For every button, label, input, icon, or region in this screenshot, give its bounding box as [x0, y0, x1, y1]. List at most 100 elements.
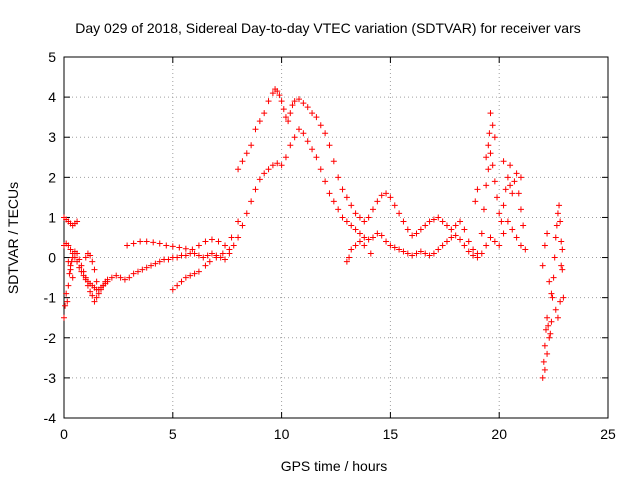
- data-point: [202, 262, 209, 269]
- data-point: [87, 252, 94, 259]
- data-point: [150, 239, 157, 246]
- data-point: [356, 230, 363, 237]
- data-point: [252, 126, 259, 133]
- data-point: [322, 178, 329, 185]
- y-tick-label: 3: [48, 129, 56, 145]
- data-point: [78, 268, 85, 275]
- data-point: [443, 238, 450, 245]
- data-point: [61, 314, 67, 321]
- data-point: [191, 250, 198, 257]
- data-point: [204, 252, 211, 259]
- data-point: [435, 246, 442, 253]
- data-point: [387, 242, 394, 249]
- data-point: [174, 282, 181, 289]
- data-point: [557, 298, 564, 305]
- data-point: [546, 278, 553, 285]
- data-point: [539, 374, 546, 381]
- data-point: [343, 258, 350, 265]
- data-points: [61, 86, 567, 381]
- data-point: [500, 202, 507, 209]
- data-point: [417, 248, 424, 255]
- data-point: [76, 264, 83, 271]
- data-point: [489, 122, 496, 129]
- data-point: [285, 118, 292, 125]
- data-point: [93, 278, 100, 285]
- data-point: [544, 314, 551, 321]
- data-point: [465, 238, 472, 245]
- data-point: [280, 106, 287, 113]
- data-point: [304, 138, 311, 145]
- data-point: [487, 234, 494, 241]
- data-point: [265, 166, 272, 173]
- data-point: [63, 290, 70, 297]
- data-point: [213, 254, 220, 261]
- y-tick-label: 4: [48, 89, 56, 105]
- data-point: [291, 134, 298, 141]
- chart-title: Day 029 of 2018, Sidereal Day-to-day VTE…: [75, 20, 581, 36]
- data-point: [126, 274, 133, 281]
- data-point: [67, 246, 74, 253]
- data-point: [117, 274, 124, 281]
- x-axis-label: GPS time / hours: [281, 458, 388, 474]
- data-point: [326, 190, 333, 197]
- data-point: [554, 314, 561, 321]
- data-point: [365, 214, 372, 221]
- data-point: [182, 274, 189, 281]
- data-point: [387, 194, 394, 201]
- data-point: [541, 366, 548, 373]
- data-point: [222, 256, 229, 263]
- data-point: [439, 242, 446, 249]
- data-point: [374, 198, 381, 205]
- data-point: [165, 256, 172, 263]
- data-point: [378, 232, 385, 239]
- data-point: [235, 218, 242, 225]
- data-point: [522, 246, 529, 253]
- data-point: [448, 234, 455, 241]
- data-point: [343, 218, 350, 225]
- data-point: [426, 218, 433, 225]
- data-point: [361, 234, 368, 241]
- data-point: [374, 230, 381, 237]
- data-point: [287, 110, 294, 117]
- data-point: [539, 262, 546, 269]
- data-point: [515, 190, 522, 197]
- data-point: [498, 218, 505, 225]
- data-point: [541, 242, 548, 249]
- data-point: [208, 250, 215, 257]
- data-point: [367, 250, 374, 257]
- data-point: [343, 194, 350, 201]
- data-point: [513, 234, 520, 241]
- data-point: [348, 222, 355, 229]
- data-point: [556, 202, 563, 209]
- data-point: [208, 236, 215, 243]
- x-tick-label: 5: [169, 426, 177, 442]
- data-point: [485, 166, 492, 173]
- data-point: [549, 294, 556, 301]
- data-point: [557, 218, 564, 225]
- data-point: [195, 268, 202, 275]
- data-point: [504, 218, 511, 225]
- data-point: [509, 190, 516, 197]
- data-point: [502, 186, 509, 193]
- x-axis-tick-labels: 0 5 10 15 20 25: [60, 426, 616, 442]
- data-point: [64, 298, 71, 305]
- data-point: [252, 186, 259, 193]
- data-point: [300, 130, 307, 137]
- data-point: [182, 245, 189, 252]
- data-point: [282, 154, 289, 161]
- data-point: [486, 130, 493, 137]
- data-point: [550, 274, 557, 281]
- data-point: [248, 198, 255, 205]
- data-point: [485, 142, 492, 149]
- data-point: [278, 162, 285, 169]
- data-point: [552, 306, 559, 313]
- data-point: [313, 154, 320, 161]
- data-point: [91, 266, 98, 273]
- data-point: [206, 258, 213, 265]
- data-point: [80, 272, 87, 279]
- data-point: [439, 218, 446, 225]
- data-point: [195, 252, 202, 259]
- y-tick-label: 1: [48, 209, 56, 225]
- data-point: [87, 288, 94, 295]
- data-point: [89, 258, 96, 265]
